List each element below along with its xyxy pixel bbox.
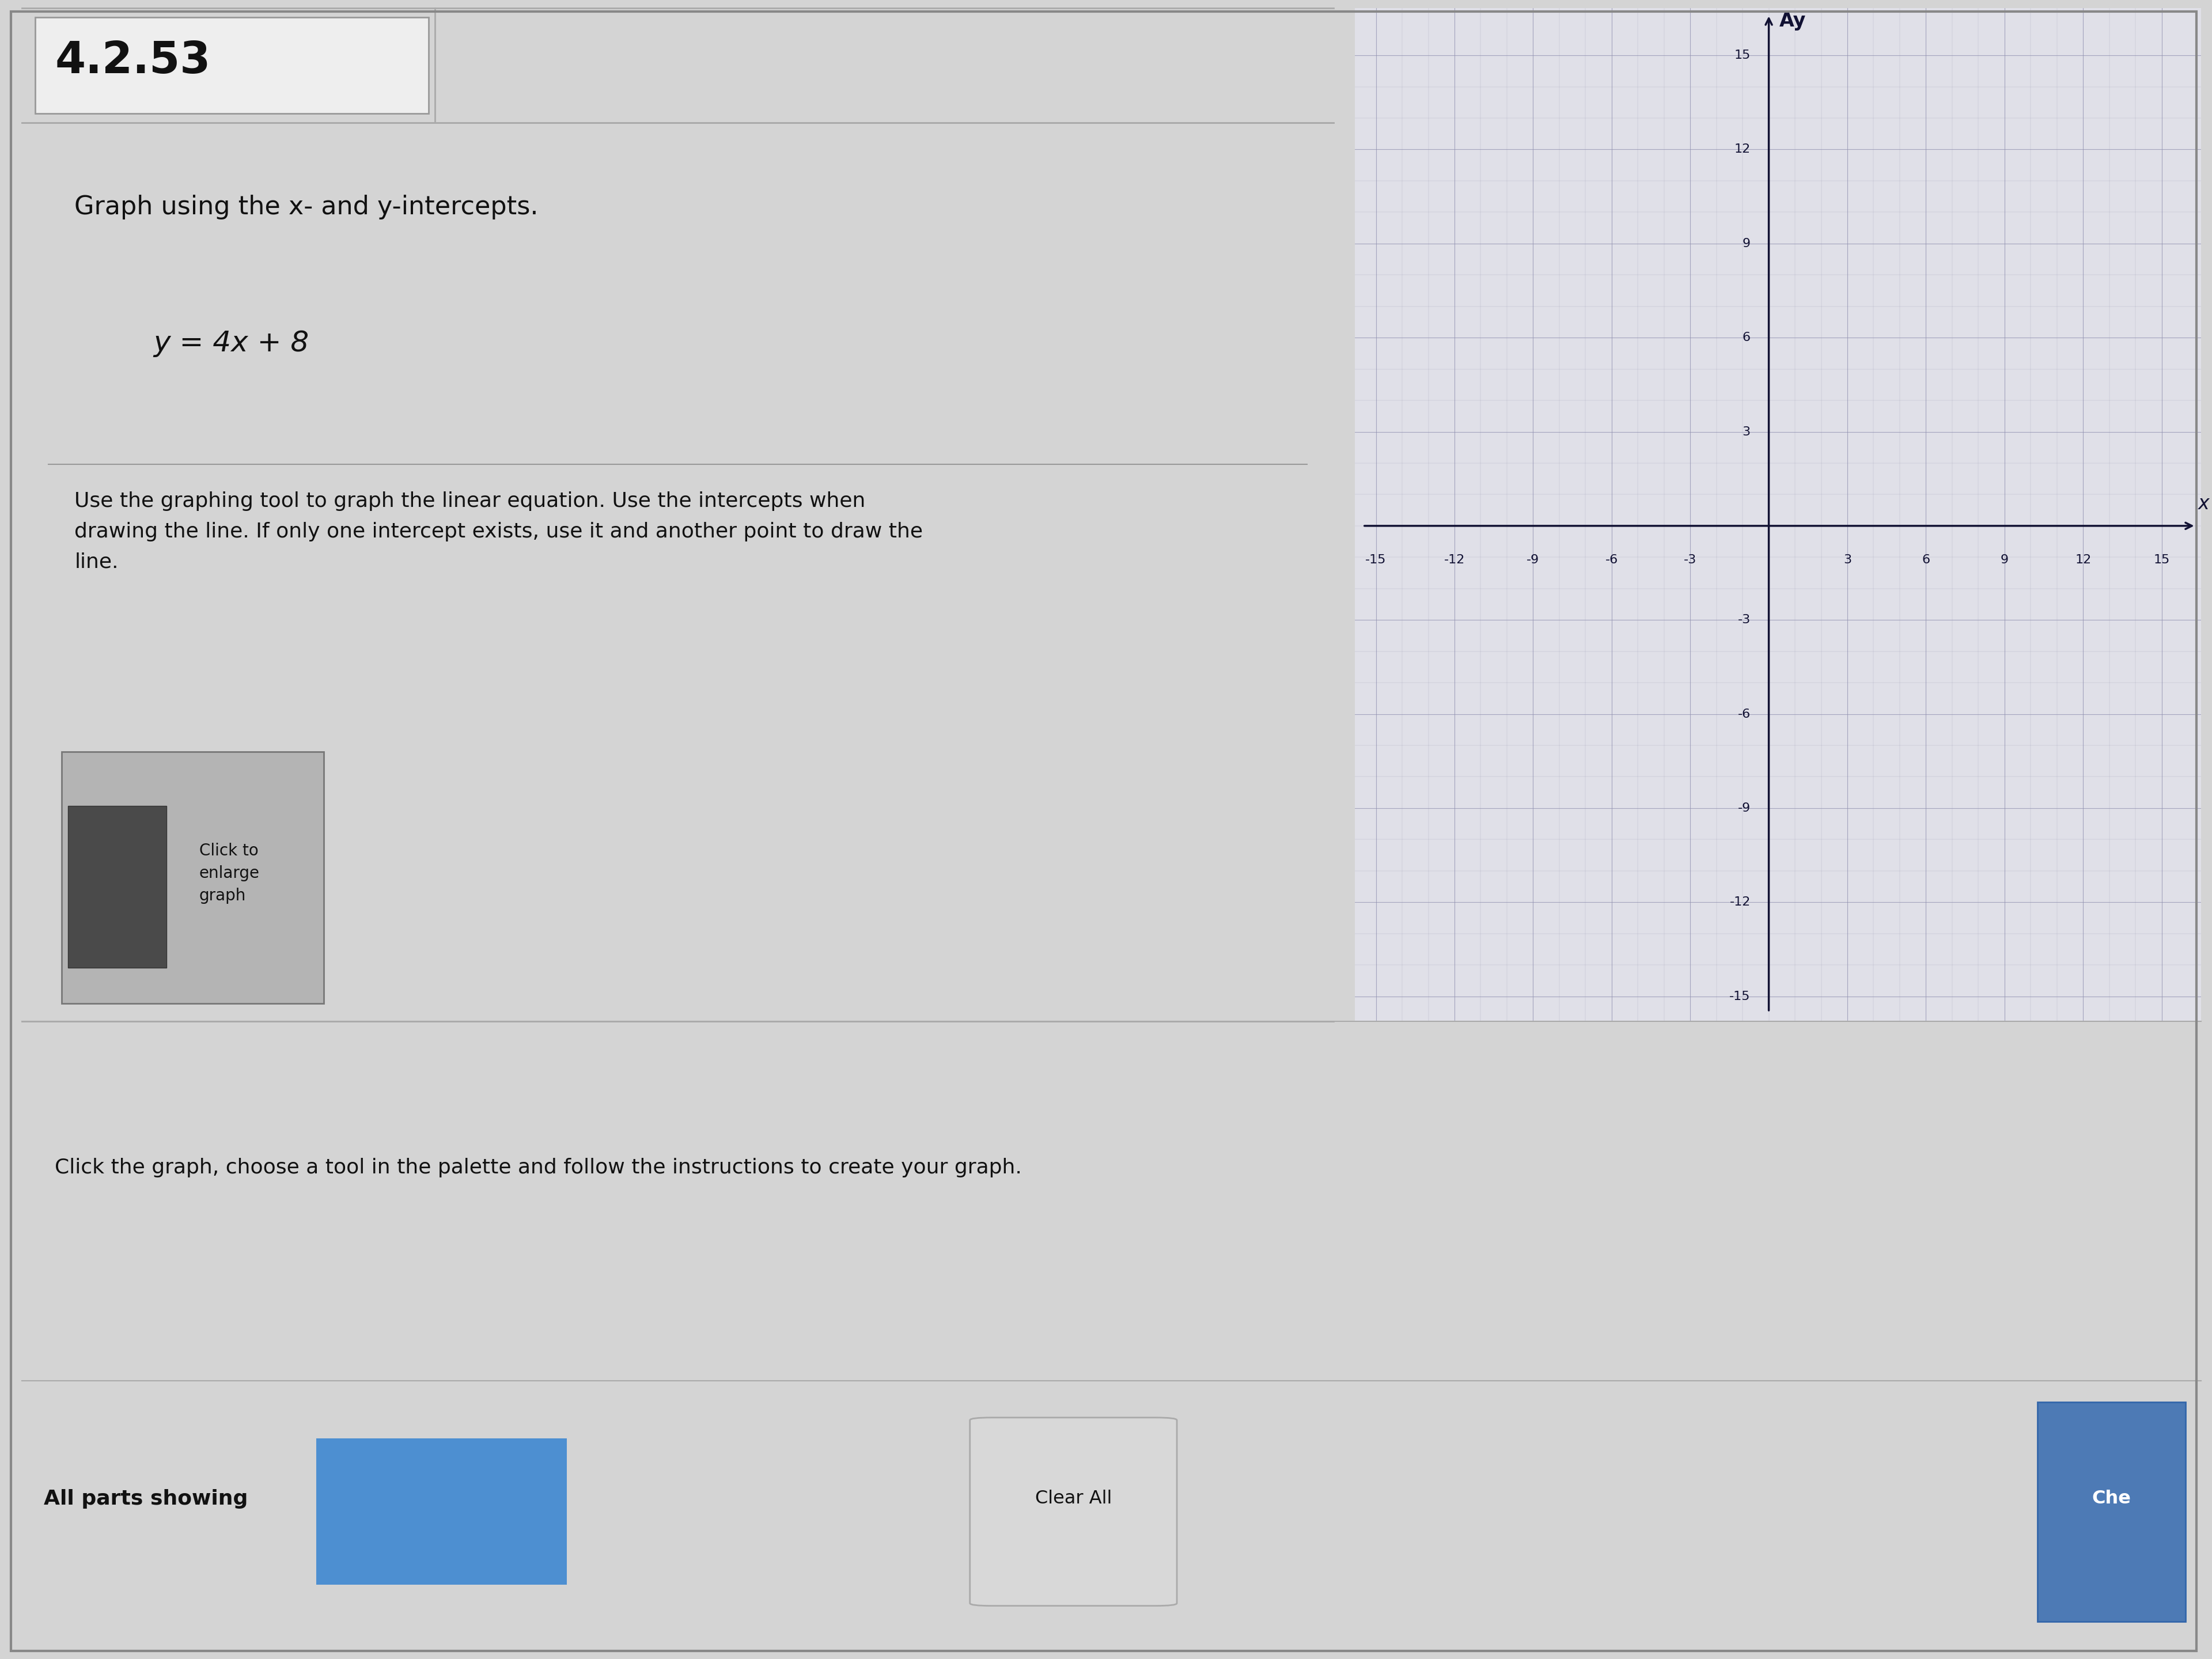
Text: x: x — [2199, 494, 2210, 513]
Text: -6: -6 — [1739, 708, 1750, 720]
Text: 9: 9 — [2000, 554, 2008, 566]
Text: All parts showing: All parts showing — [44, 1488, 248, 1508]
Text: Clear All: Clear All — [1035, 1490, 1113, 1508]
FancyBboxPatch shape — [62, 752, 323, 1004]
Text: -9: -9 — [1526, 554, 1540, 566]
Text: -6: -6 — [1606, 554, 1617, 566]
Text: Click the graph, choose a tool in the palette and follow the instructions to cre: Click the graph, choose a tool in the pa… — [55, 1158, 1022, 1178]
Text: Che: Che — [2093, 1490, 2130, 1508]
Text: -3: -3 — [1683, 554, 1697, 566]
Text: y = 4x + 8: y = 4x + 8 — [153, 330, 310, 357]
Text: Graph using the x- and y-intercepts.: Graph using the x- and y-intercepts. — [75, 194, 538, 219]
Text: -12: -12 — [1444, 554, 1464, 566]
Text: ≡: ≡ — [2141, 46, 2177, 85]
Text: 15: 15 — [1734, 50, 1750, 61]
Text: 15: 15 — [2154, 554, 2170, 566]
Text: 4.2.53: 4.2.53 — [55, 40, 210, 83]
Text: 12: 12 — [2075, 554, 2090, 566]
FancyBboxPatch shape — [969, 1417, 1177, 1606]
Text: -9: -9 — [1739, 803, 1750, 815]
FancyBboxPatch shape — [316, 1438, 566, 1584]
Text: -15: -15 — [1730, 990, 1750, 1002]
Text: 6: 6 — [1922, 554, 1931, 566]
Text: 12: 12 — [1734, 144, 1750, 156]
Text: 3: 3 — [1843, 554, 1851, 566]
Circle shape — [2132, 58, 2212, 73]
Text: 9: 9 — [1743, 237, 1750, 249]
Text: Ay: Ay — [1778, 12, 1805, 30]
Text: -15: -15 — [1365, 554, 1387, 566]
FancyBboxPatch shape — [69, 806, 166, 967]
Circle shape — [2132, 30, 2212, 43]
Text: -3: -3 — [1739, 614, 1750, 625]
FancyBboxPatch shape — [2037, 1402, 2185, 1621]
Text: 3: 3 — [1743, 426, 1750, 438]
Text: -12: -12 — [1730, 896, 1750, 907]
Text: Click to
enlarge
graph: Click to enlarge graph — [199, 843, 259, 904]
FancyBboxPatch shape — [35, 18, 429, 113]
Text: Use the graphing tool to graph the linear equation. Use the intercepts when
draw: Use the graphing tool to graph the linea… — [75, 491, 922, 572]
Text: 6: 6 — [1743, 332, 1750, 343]
